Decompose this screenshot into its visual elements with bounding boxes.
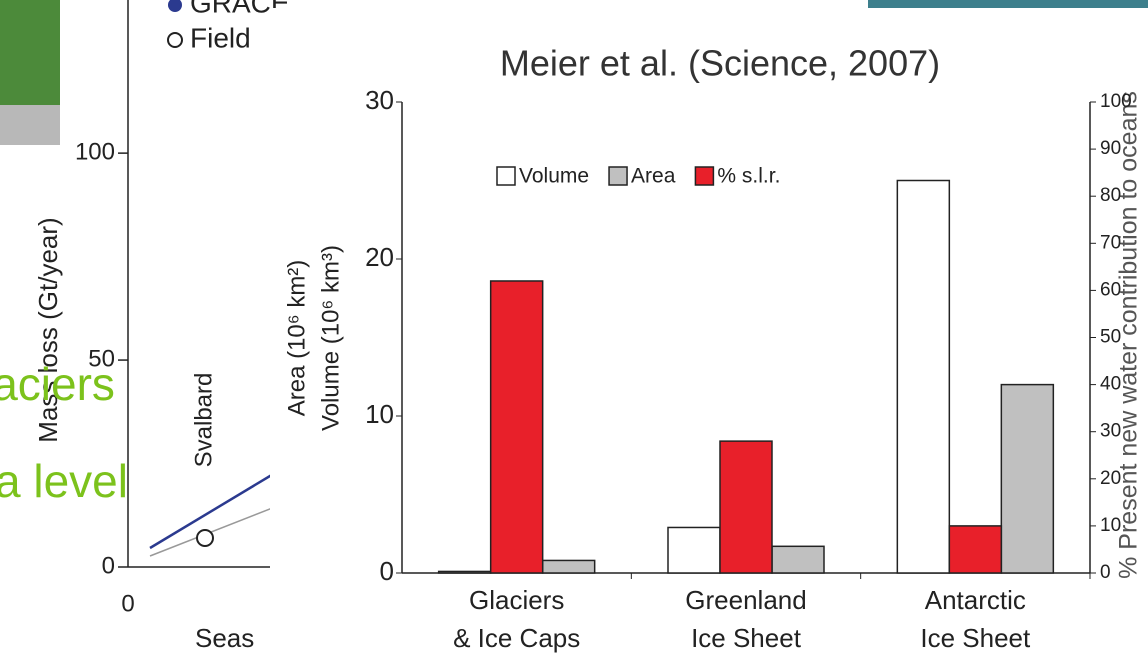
bar: [439, 571, 491, 573]
legend-swatch: [609, 167, 627, 185]
bar: [949, 526, 1001, 573]
y2-tick-label: 90: [1100, 138, 1121, 159]
point: [197, 530, 213, 546]
bar: [772, 546, 824, 573]
slide: GRACE Field Mass loss (Gt/year) 0 Seas S…: [0, 0, 1148, 662]
legend-label: Field: [190, 22, 251, 53]
annotation: Svalbard: [190, 373, 217, 468]
y2-tick-label: 30: [1100, 421, 1121, 442]
y2-tick-label: 10: [1100, 515, 1121, 536]
slide-text: a level: [0, 455, 128, 507]
photo-corner: [0, 0, 60, 105]
y-tick-label: 10: [365, 399, 394, 429]
y-tick-label: 100: [75, 138, 115, 165]
bar: [668, 527, 720, 573]
x-tick-label: Glaciers: [469, 585, 564, 615]
x-tick-label: 0: [121, 590, 134, 617]
x-tick-label: Ice Sheet: [920, 623, 1031, 653]
x-tick-label: Ice Sheet: [691, 623, 802, 653]
legend-label: Volume: [519, 165, 589, 188]
y2-tick-label: 0: [1100, 562, 1111, 583]
bar: [897, 181, 949, 574]
legend-swatch: [695, 167, 713, 185]
bar: [543, 560, 595, 573]
bar: [720, 441, 772, 573]
y2-tick-label: 20: [1100, 468, 1121, 489]
y-tick-label: 30: [365, 85, 394, 115]
chart-title: Meier et al. (Science, 2007): [500, 43, 940, 84]
legend-label: Area: [631, 165, 676, 188]
y2-tick-label: 80: [1100, 185, 1121, 206]
x-axis-label: Seas: [195, 623, 254, 653]
x-tick-label: & Ice Caps: [453, 623, 580, 653]
x-tick-label: Greenland: [685, 585, 806, 615]
y-axis-label: Volume (10⁶ km³): [317, 245, 344, 431]
y2-tick-label: 100: [1100, 91, 1132, 112]
y-tick-label: 0: [102, 552, 115, 579]
slide-text: laciers: [0, 358, 115, 410]
y2-tick-label: 70: [1100, 232, 1121, 253]
y2-tick-label: 60: [1100, 279, 1121, 300]
y-tick-label: 0: [380, 556, 394, 586]
x-tick-label: Antarctic: [925, 585, 1026, 615]
y-tick-label: 20: [365, 242, 394, 272]
y2-tick-label: 50: [1100, 327, 1121, 348]
legend-label: % s.l.r.: [717, 165, 780, 188]
photo-strip: [0, 105, 60, 145]
bar: [491, 281, 543, 573]
legend-swatch: [497, 167, 515, 185]
y2-tick-label: 40: [1100, 374, 1121, 395]
y-axis-label: Area (10⁶ km²): [283, 260, 310, 417]
bar: [1001, 385, 1053, 573]
legend-marker: [168, 33, 182, 47]
